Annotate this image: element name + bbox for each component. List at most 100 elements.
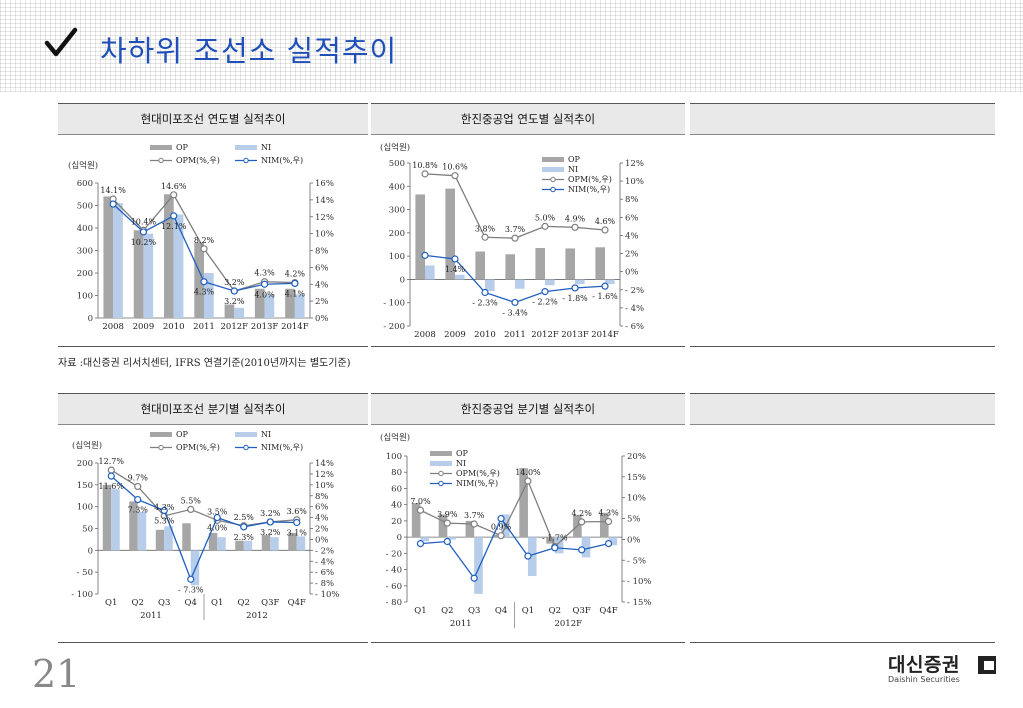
x-tick-label: Q2 xyxy=(549,606,561,616)
line-point xyxy=(187,505,195,513)
bar-op xyxy=(288,532,297,551)
y2-tick-label: 8% xyxy=(625,195,639,205)
legend-label: NI xyxy=(568,165,578,174)
legend-marker xyxy=(550,186,556,193)
line-point xyxy=(604,517,613,526)
y2-tick-label: 5% xyxy=(627,515,641,525)
bar-op xyxy=(261,535,271,551)
x-group-label: 2011 xyxy=(140,611,162,621)
nim-data-label: 1.4% xyxy=(445,265,466,274)
legend-swatch xyxy=(150,145,172,150)
nim-data-label: 4.1% xyxy=(285,289,306,298)
bar-ni xyxy=(515,279,525,289)
y2-tick-label: 14% xyxy=(315,196,334,206)
panel-divider xyxy=(58,346,368,347)
bar-ni xyxy=(527,537,537,577)
bar-ni xyxy=(447,537,456,540)
opm-data-label: 5.5% xyxy=(181,496,202,505)
y2-tick-label: 0% xyxy=(315,314,329,324)
x-tick-label: Q3 xyxy=(468,606,480,616)
x-tick-label: 2009 xyxy=(444,330,466,340)
logo-text: 대신증권 xyxy=(888,654,960,676)
line-point xyxy=(291,279,299,288)
bar-ni xyxy=(605,279,615,285)
nim-data-label: - 2.3% xyxy=(472,298,498,307)
line-point xyxy=(134,482,142,491)
bar-op xyxy=(133,230,144,318)
bar-ni xyxy=(485,279,495,292)
legend-swatch xyxy=(430,451,452,456)
bar-op xyxy=(155,529,165,551)
x-tick-label: 2009 xyxy=(133,322,155,332)
opm-data-label: 9.7% xyxy=(128,473,149,482)
line-point xyxy=(416,539,425,548)
unit-label: (십억원) xyxy=(72,440,102,451)
bar-ni xyxy=(474,537,483,594)
opm-data-label: 3.8% xyxy=(475,224,496,233)
x-group-label: 2011 xyxy=(450,619,472,629)
y-tick-label: - 50 xyxy=(77,568,93,578)
bar-ni xyxy=(425,265,435,280)
y-tick-label: 400 xyxy=(389,182,405,192)
legend-marker xyxy=(438,480,444,487)
legend-marker xyxy=(158,157,164,164)
bar-ni xyxy=(204,273,214,318)
legend-label: OP xyxy=(176,430,189,439)
x-group-label: 2012 xyxy=(246,611,268,621)
x-tick-label: Q4F xyxy=(288,598,306,608)
x-tick-label: Q1 xyxy=(211,598,223,608)
line-point xyxy=(497,532,505,540)
bar-op xyxy=(565,248,575,280)
line-point xyxy=(170,212,178,220)
line-point xyxy=(240,523,248,531)
legend-swatch xyxy=(150,432,172,437)
line-point xyxy=(107,472,115,480)
line-point xyxy=(524,477,532,485)
y-tick-label: 100 xyxy=(77,503,93,513)
line-point xyxy=(416,506,425,514)
x-tick-label: Q3F xyxy=(261,598,279,608)
opm-data-label: 4.6% xyxy=(595,217,616,226)
opm-data-label: 12.7% xyxy=(99,457,125,466)
y2-tick-label: 4% xyxy=(315,280,329,290)
legend-label: NI xyxy=(261,143,271,152)
y2-tick-label: 8% xyxy=(315,247,329,257)
opm-data-label: 3.6% xyxy=(287,507,308,516)
y-tick-label: 500 xyxy=(389,159,405,169)
nim-data-label: 3.2% xyxy=(224,297,245,306)
line-point xyxy=(470,574,478,582)
y-tick-label: 20 xyxy=(391,517,402,527)
y2-tick-label: - 15% xyxy=(627,598,651,608)
bar-ni xyxy=(137,511,147,551)
legend-label: NIM(%,우) xyxy=(568,185,610,194)
legend-label: OPM(%,우) xyxy=(456,469,500,478)
line-point xyxy=(451,255,459,263)
y2-tick-label: - 6% xyxy=(315,568,334,578)
y2-tick-label: - 10% xyxy=(315,590,339,600)
source-note: 자료 :대신증권 리서치센터, IFRS 연결기준(2010년까지는 별도기준) xyxy=(58,358,351,369)
line-point xyxy=(470,520,478,528)
bar-op xyxy=(411,503,421,538)
legend-label: NIM(%,우) xyxy=(456,479,498,488)
line-point xyxy=(481,288,489,297)
bar-ni xyxy=(554,537,564,554)
y-tick-label: 40 xyxy=(391,501,402,511)
x-tick-label: Q1 xyxy=(414,606,426,616)
line-point xyxy=(511,298,519,307)
y2-tick-label: - 5% xyxy=(627,556,646,566)
opm-data-label: 14.6% xyxy=(161,182,187,191)
panel-title-empty-2 xyxy=(690,393,995,425)
line-point xyxy=(421,170,429,178)
x-tick-label: 2014F xyxy=(591,330,619,340)
bar-ni xyxy=(113,203,123,318)
bar-ni xyxy=(217,537,226,551)
x-tick-label: Q2 xyxy=(132,598,144,608)
panel-title-hmd-quarterly: 현대미포조선 분기별 실적추이 xyxy=(58,393,368,425)
y-tick-label: 400 xyxy=(77,224,93,234)
opm-data-label: 3.2% xyxy=(224,278,245,287)
line-point xyxy=(443,519,451,527)
opm-data-label: 3.2% xyxy=(260,509,281,518)
page-number: 21 xyxy=(32,652,81,696)
y-tick-label: 0 xyxy=(88,314,93,324)
